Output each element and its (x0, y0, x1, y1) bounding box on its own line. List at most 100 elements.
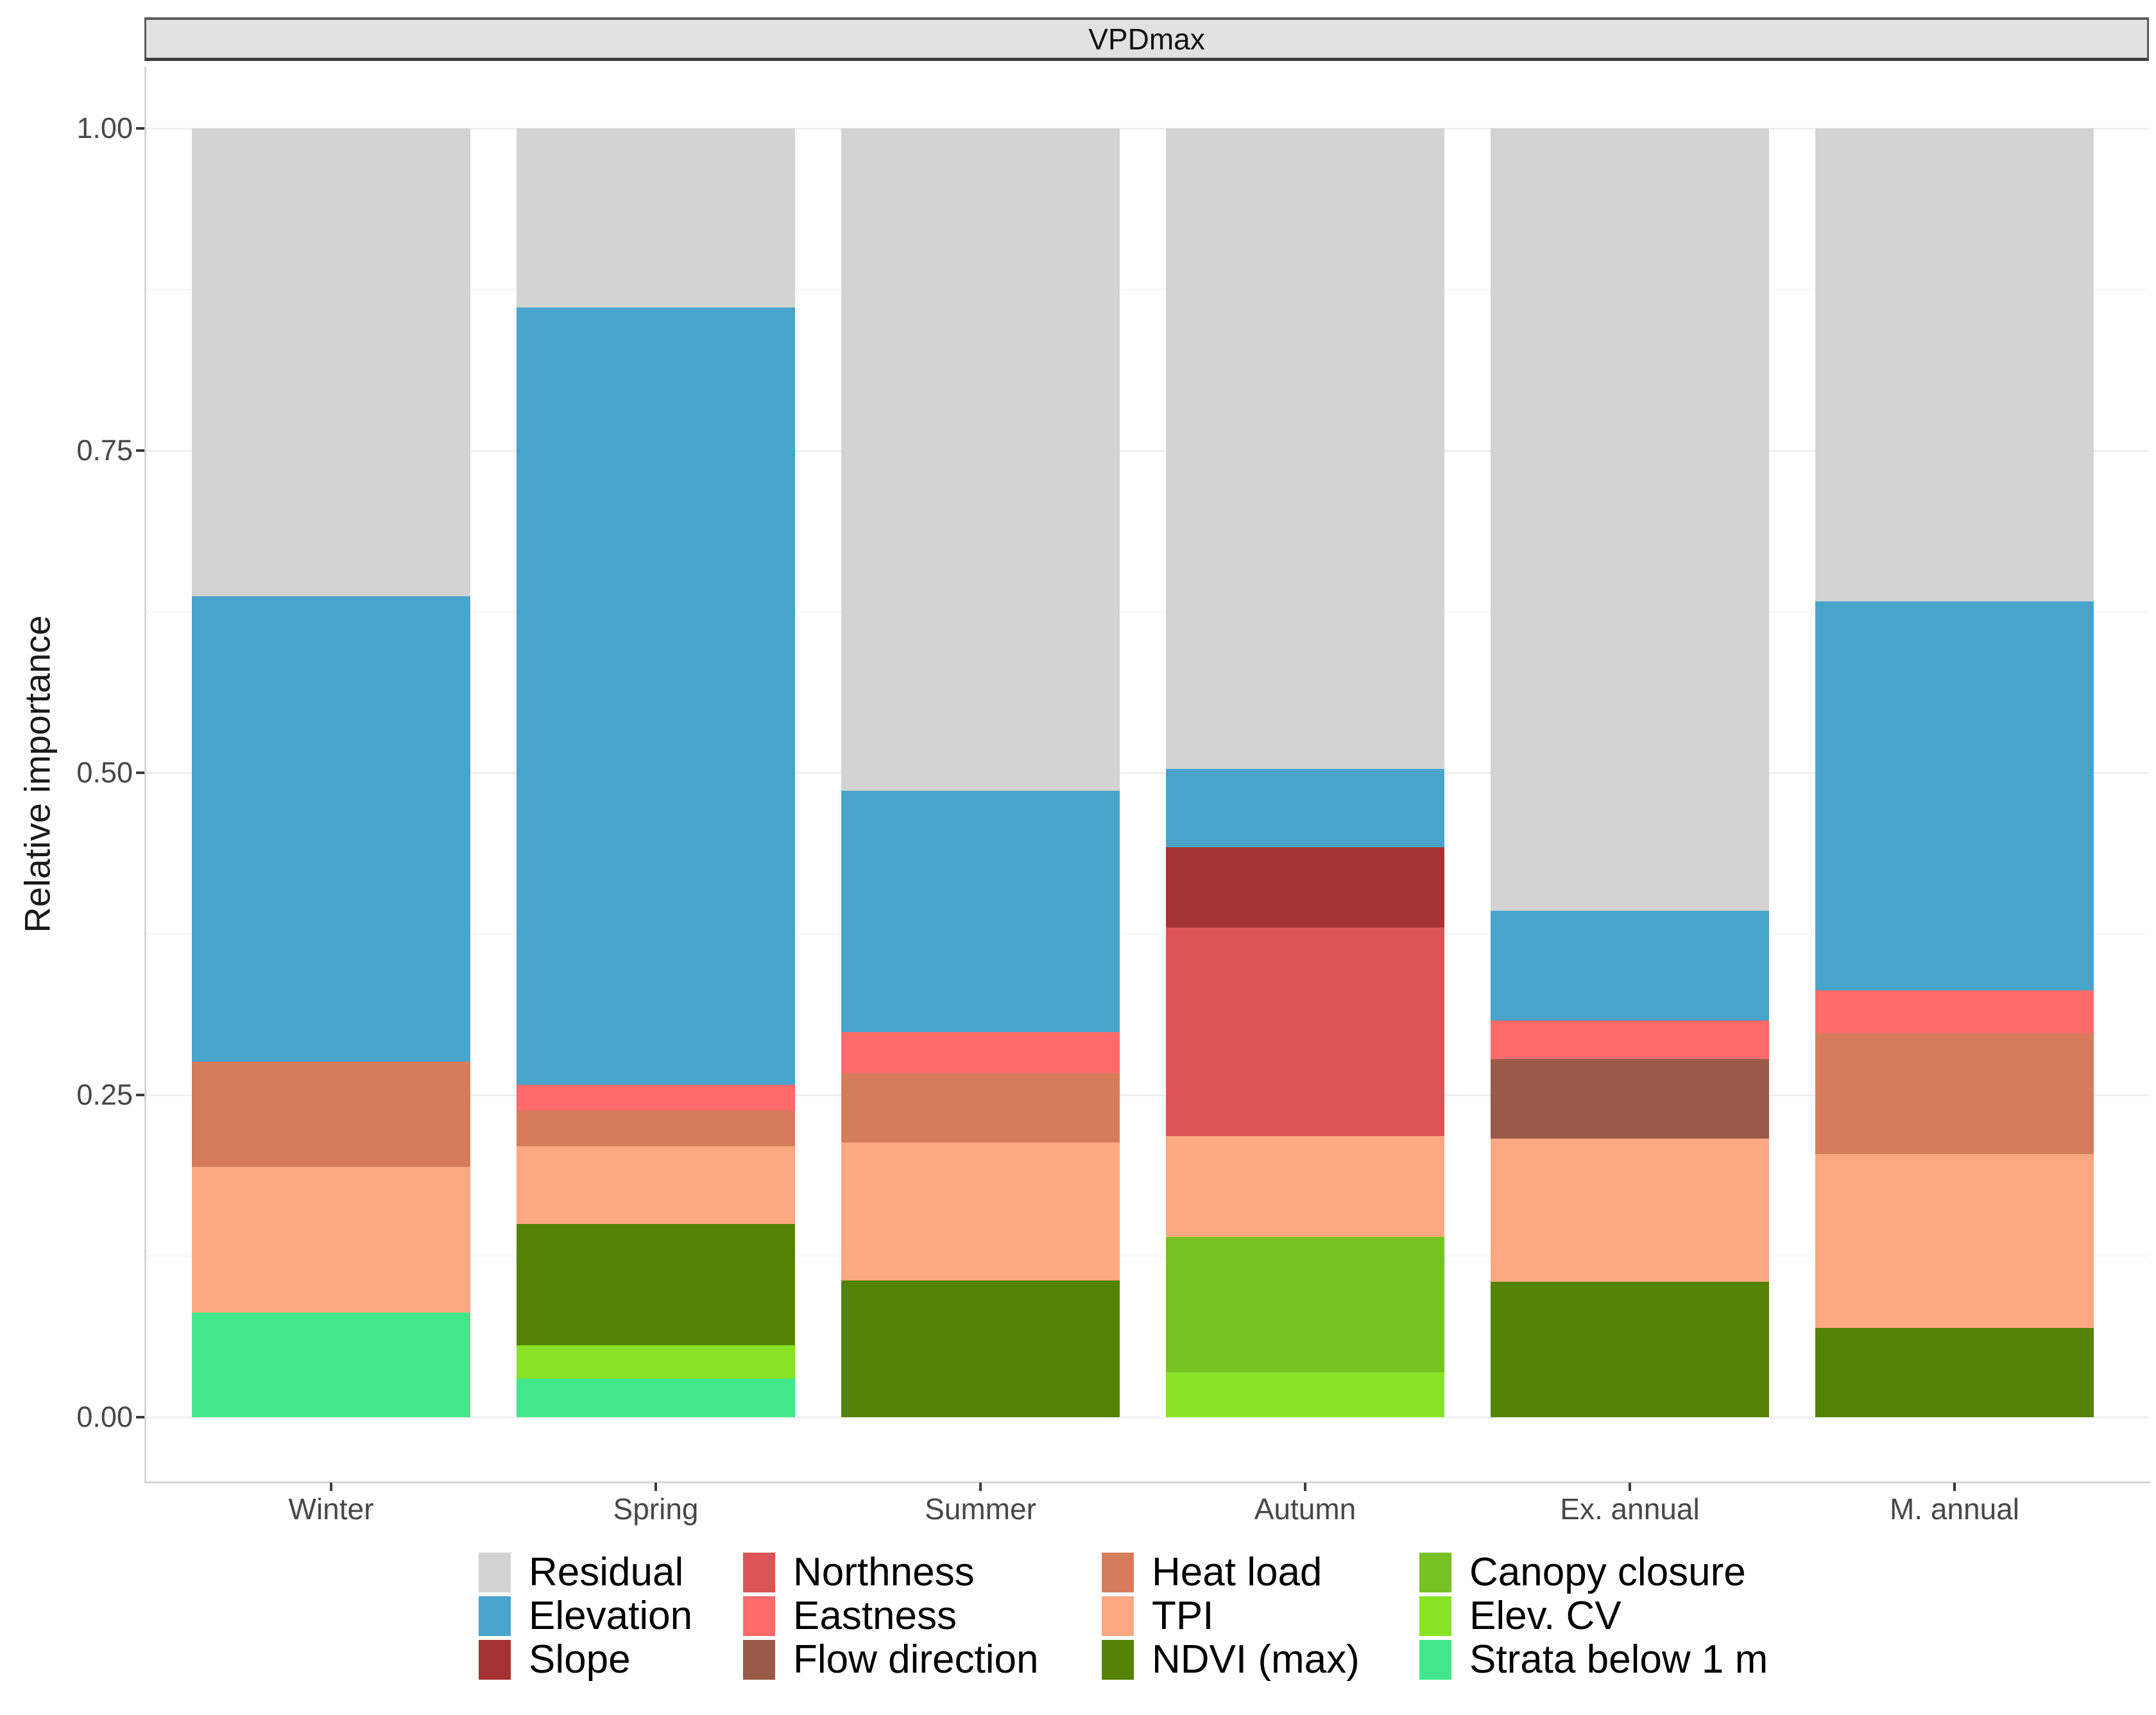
x-axis-tick (330, 1483, 332, 1491)
bar-segment-residual (517, 128, 795, 308)
legend-item-slope: Slope (479, 1638, 692, 1682)
y-axis-tick (136, 127, 144, 130)
y-axis-tick (136, 771, 144, 774)
y-axis-tick-label: 1.00 (76, 112, 133, 144)
y-axis-line (144, 67, 146, 1483)
bar-segment-residual (1166, 128, 1444, 769)
bar-segment-heat_load (517, 1110, 795, 1147)
bar-segment-tpi (192, 1167, 470, 1313)
bar-segment-elevation (1491, 910, 1769, 1021)
bar-summer (841, 67, 1120, 1483)
legend-label: Eastness (793, 1594, 957, 1638)
legend-key-swatch-strata_below_1m (1419, 1640, 1451, 1680)
x-axis-category-label: Spring (613, 1492, 699, 1526)
bar-segment-northness (1166, 927, 1444, 1137)
legend-label: Elev. CV (1469, 1594, 1621, 1638)
y-axis-tick (136, 449, 144, 452)
bar-autumn (1166, 67, 1444, 1483)
legend-column: Heat load TPI NDVI (max) (1102, 1551, 1360, 1682)
gridline-major (144, 450, 2149, 452)
bar-segment-eastness (1815, 990, 2094, 1033)
legend-item-canopy_closure: Canopy closure (1419, 1551, 1768, 1594)
x-axis-tick (1304, 1483, 1306, 1491)
bar-segment-tpi (517, 1146, 795, 1224)
legend-label: Canopy closure (1469, 1550, 1746, 1594)
bar-segment-elev_cv (1166, 1372, 1444, 1417)
bar-spring (517, 67, 795, 1483)
legend-label: NDVI (max) (1152, 1637, 1360, 1682)
legend-column: Canopy closure Elev. CV Strata below 1 m (1419, 1551, 1768, 1682)
legend-key-swatch-residual (479, 1553, 511, 1592)
bar-segment-tpi (1815, 1154, 2094, 1329)
bar-segment-elevation (517, 307, 795, 1085)
legend-label: Elevation (529, 1594, 693, 1638)
bar-segment-eastness (517, 1084, 795, 1111)
x-axis-line (144, 1481, 2151, 1483)
x-axis-tick (979, 1483, 982, 1491)
bar-segment-canopy_closure (1166, 1236, 1444, 1372)
bar-winter (192, 67, 470, 1483)
y-axis-tick-label: 0.25 (76, 1078, 133, 1111)
legend-key-swatch-ndvi_max (1102, 1640, 1134, 1680)
legend-item-heat_load: Heat load (1102, 1551, 1360, 1594)
legend-key-swatch-elevation (479, 1596, 511, 1636)
bar-m-annual (1815, 67, 2094, 1483)
legend-label: TPI (1152, 1594, 1214, 1638)
y-axis-tick (136, 1416, 144, 1418)
y-axis-tick-label: 0.75 (76, 434, 133, 467)
x-axis-category-label: Winter (288, 1492, 374, 1526)
legend-key-swatch-heat_load (1102, 1553, 1134, 1592)
legend-column: Northness Eastness Flow direction (743, 1551, 1038, 1682)
legend-label: Slope (529, 1637, 631, 1682)
bar-segment-elevation (192, 596, 470, 1062)
x-axis-category-label: Autumn (1254, 1492, 1356, 1526)
legend-item-residual: Residual (479, 1551, 692, 1594)
legend-label: Heat load (1152, 1550, 1322, 1594)
plot-panel (144, 67, 2149, 1483)
bar-segment-tpi (841, 1142, 1120, 1281)
bar-segment-elevation (1815, 601, 2094, 991)
bar-segment-tpi (1491, 1139, 1769, 1282)
bar-segment-residual (192, 128, 470, 596)
legend-key-swatch-northness (743, 1553, 775, 1592)
legend-key-swatch-eastness (743, 1596, 775, 1636)
gridline-major (144, 772, 2149, 774)
legend-item-tpi: TPI (1102, 1594, 1360, 1638)
bar-segment-elevation (841, 791, 1120, 1032)
x-axis-tick (1953, 1483, 1956, 1491)
legend-item-elev_cv: Elev. CV (1419, 1594, 1768, 1638)
legend-label: Residual (529, 1550, 684, 1594)
x-axis-tick (654, 1483, 657, 1491)
bar-segment-heat_load (192, 1061, 470, 1168)
bar-segment-residual (1491, 128, 1769, 911)
legend-key-swatch-tpi (1102, 1596, 1134, 1636)
bar-segment-ndvi_max (1815, 1328, 2094, 1417)
legend-key-swatch-canopy_closure (1419, 1553, 1451, 1592)
x-axis-category-label: M. annual (1889, 1492, 2019, 1526)
legend-column: Residual Elevation Slope (479, 1551, 692, 1682)
bar-segment-ndvi_max (841, 1280, 1120, 1417)
legend-item-flow_direction: Flow direction (743, 1638, 1038, 1682)
y-axis-tick (136, 1094, 144, 1096)
gridline-major (144, 1094, 2149, 1096)
legend-label: Northness (793, 1550, 975, 1594)
bar-segment-slope (1166, 847, 1444, 927)
bar-segment-eastness (841, 1031, 1120, 1073)
gridline-major (144, 128, 2149, 130)
bar-ex-annual (1491, 67, 1769, 1483)
legend-label: Flow direction (793, 1637, 1039, 1682)
legend-item-strata_below_1m: Strata below 1 m (1419, 1638, 1768, 1682)
legend-key-swatch-flow_direction (743, 1640, 775, 1680)
bar-segment-eastness (1491, 1020, 1769, 1059)
bar-segment-tpi (1166, 1136, 1444, 1237)
bar-segment-flow_direction (1491, 1058, 1769, 1139)
bar-segment-residual (841, 128, 1120, 791)
legend-label: Strata below 1 m (1469, 1637, 1768, 1682)
legend-item-elevation: Elevation (479, 1594, 692, 1638)
gridline-major (144, 1417, 2149, 1418)
y-axis-tick-label: 0.00 (76, 1400, 133, 1433)
legend-item-ndvi_max: NDVI (max) (1102, 1638, 1360, 1682)
bar-segment-elev_cv (517, 1345, 795, 1379)
facet-strip-title: VPDmax (144, 17, 2149, 61)
